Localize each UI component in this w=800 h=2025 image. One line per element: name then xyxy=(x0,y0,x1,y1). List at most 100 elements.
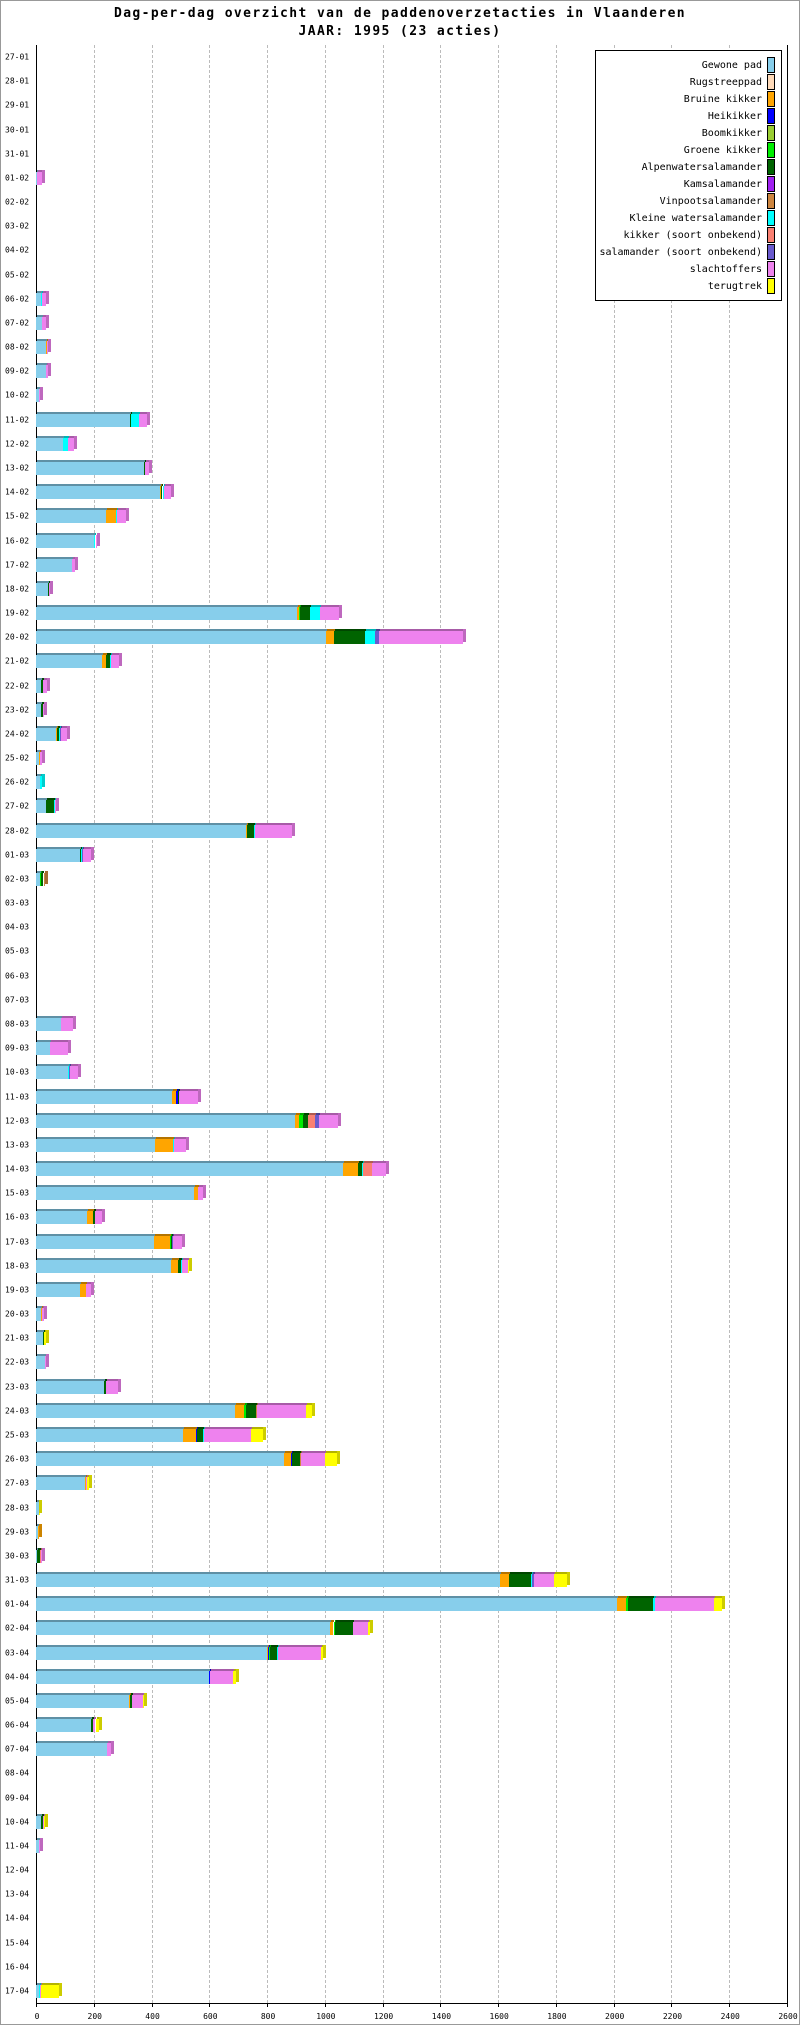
bar-segment-top-gp xyxy=(37,1572,502,1575)
bar-segment-tt xyxy=(713,1598,722,1612)
bar-side xyxy=(42,1547,46,1561)
bar-segment-gp xyxy=(36,1380,104,1394)
bar-segment-tt xyxy=(44,1332,46,1346)
bar-segment-top-gp xyxy=(37,1837,40,1840)
bar-side xyxy=(46,677,50,691)
bar-segment-top-aw xyxy=(304,1112,309,1115)
bar-segment-top-gp xyxy=(37,1402,237,1405)
bar-segment-top-sl xyxy=(118,508,127,511)
y-tick-label: 08-02 xyxy=(5,342,30,352)
bar-segment-top-so xyxy=(70,1064,72,1067)
bar-segment-top-gp xyxy=(37,1983,40,1985)
bar-segment-gp xyxy=(36,1453,285,1467)
bar-segment-top-gk xyxy=(170,1233,172,1236)
bar-side xyxy=(125,508,129,522)
bar-segment-top-gp xyxy=(37,1088,174,1091)
bar-side xyxy=(90,846,94,860)
legend-swatch xyxy=(767,108,775,124)
gridline xyxy=(209,45,211,2003)
x-tick xyxy=(498,2003,500,2007)
bar-segment-sl xyxy=(95,534,97,548)
bar-segment-gp xyxy=(36,1549,37,1563)
bar-segment-bk xyxy=(38,1525,40,1539)
bar-segment-sl xyxy=(94,1211,103,1225)
bar-segment-top-gp xyxy=(37,1741,108,1744)
bar-segment-bk xyxy=(343,1163,359,1177)
bar-side xyxy=(90,1281,94,1295)
bar-segment-gk xyxy=(40,872,42,886)
y-tick-label: 06-02 xyxy=(5,294,30,304)
y-tick-label: 09-04 xyxy=(5,1793,30,1803)
bar-segment-top-aw xyxy=(178,1088,180,1091)
legend-swatch xyxy=(767,278,775,294)
bar-segment-top-gk xyxy=(334,1620,337,1623)
x-tick-label: 1400 xyxy=(431,2012,452,2021)
bar-segment-top-tt xyxy=(714,1596,723,1599)
x-axis-line xyxy=(36,2003,788,2004)
y-tick-label: 22-02 xyxy=(5,681,30,691)
bar-segment-aw xyxy=(170,1235,172,1249)
y-tick-label: 28-01 xyxy=(5,76,30,86)
x-tick xyxy=(93,2003,95,2007)
bar-segment-so xyxy=(59,727,61,741)
bar-segment-gk xyxy=(626,1598,628,1612)
y-tick-label: 04-02 xyxy=(5,245,30,255)
bar-segment-hk xyxy=(291,1453,293,1467)
bar-segment-gp xyxy=(36,1743,107,1757)
bar-segment-so xyxy=(69,1066,71,1080)
y-tick-label: 19-03 xyxy=(5,1285,30,1295)
bar-segment-top-sl xyxy=(108,1741,112,1744)
bar-segment-sl xyxy=(60,1018,73,1031)
bar-segment-bk xyxy=(36,1549,38,1563)
bar-segment-gp xyxy=(36,1066,68,1080)
bar-segment-top-sl xyxy=(175,1136,187,1139)
bar-side xyxy=(77,1064,81,1078)
bar-side xyxy=(102,1209,106,1223)
y-tick-label: 18-02 xyxy=(5,584,30,594)
bar-segment-bk xyxy=(246,824,248,838)
bar-segment-gp xyxy=(36,558,72,572)
bar-side xyxy=(41,169,45,183)
legend-label: salamander (soort onbekend) xyxy=(599,246,762,258)
bar-segment-top-tt xyxy=(96,1717,100,1720)
bar-side xyxy=(96,532,100,546)
bar-side xyxy=(45,1354,49,1368)
bar-segment-top-tt xyxy=(326,1451,338,1454)
bar-segment-so xyxy=(178,1090,180,1104)
legend-label: kikker (soort onbekend) xyxy=(623,229,762,241)
bar-side xyxy=(117,1378,121,1392)
legend-swatch xyxy=(767,244,775,260)
bar-segment-gp xyxy=(36,1211,87,1225)
legend-item: Gewone pad xyxy=(702,57,775,73)
legend-item: Kleine watersalamander xyxy=(630,210,775,226)
bar-segment-aw xyxy=(43,1332,45,1346)
gridline xyxy=(729,45,731,2003)
bar-segment-top-kw xyxy=(110,653,112,656)
bar-segment-bk xyxy=(172,1090,177,1104)
y-tick-label: 16-03 xyxy=(5,1212,30,1222)
y-tick-label: 07-02 xyxy=(5,318,30,328)
bar-segment-gp xyxy=(36,1525,39,1539)
bar-side xyxy=(291,822,295,836)
bar-segment-top-bk xyxy=(106,508,117,511)
bar-segment-top-aw xyxy=(57,725,60,728)
legend-label: Vinpootsalamander xyxy=(659,195,762,207)
bar-segment-top-gp xyxy=(37,1644,269,1647)
bar-segment-sl xyxy=(46,341,49,355)
bar-segment-gp xyxy=(36,510,106,524)
bar-side xyxy=(39,1499,43,1513)
bar-segment-top-sl xyxy=(173,1233,183,1236)
bar-segment-sl xyxy=(106,1380,118,1394)
bar-segment-sl xyxy=(40,752,43,766)
y-tick-label: 02-02 xyxy=(5,197,30,207)
bar-segment-top-sl xyxy=(42,290,48,293)
bar-segment-top-sl xyxy=(111,653,121,656)
bar-segment-gp xyxy=(36,1719,91,1733)
bar-segment-gp xyxy=(36,171,37,185)
bar-segment-gp xyxy=(36,461,144,475)
y-tick-label: 31-03 xyxy=(5,1575,30,1585)
bar-segment-top-gk xyxy=(300,605,302,608)
x-tick-label: 1200 xyxy=(373,2012,394,2021)
bar-segment-top-bk xyxy=(247,822,249,825)
bar-segment-top-bk xyxy=(296,1112,301,1115)
